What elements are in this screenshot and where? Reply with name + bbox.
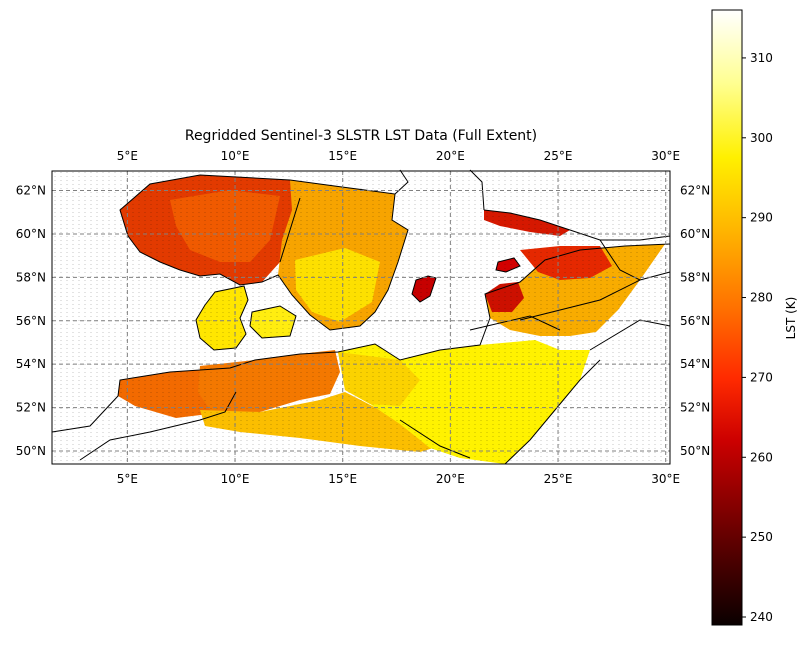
colorbar-tick-label: 250 (750, 530, 773, 544)
coastlines (51, 169, 671, 465)
colorbar-tick-label: 240 (750, 610, 773, 624)
lat-tick-label: 52°N (16, 401, 46, 415)
lat-tick-label: 52°N (680, 401, 710, 415)
lat-tick-label: 54°N (16, 357, 46, 371)
colorbar-tick-label: 280 (750, 291, 773, 305)
lon-tick-label: 10°E (221, 472, 250, 486)
lon-tick-label: 20°E (436, 472, 465, 486)
lat-tick-label: 50°N (16, 444, 46, 458)
lon-tick-label: 10°E (221, 149, 250, 163)
lat-tick-label: 56°N (16, 314, 46, 328)
lon-tick-label: 15°E (328, 149, 357, 163)
lat-tick-label: 54°N (680, 357, 710, 371)
lat-tick-label: 56°N (680, 314, 710, 328)
lon-tick-label: 5°E (117, 472, 138, 486)
lat-tick-label: 58°N (680, 270, 710, 284)
lat-tick-label: 60°N (680, 227, 710, 241)
gridlines (52, 171, 670, 464)
lon-tick-label: 30°E (651, 149, 680, 163)
colorbar-tick-label: 300 (750, 131, 773, 145)
lon-labels-bottom: 5°E 10°E 15°E 20°E 25°E 30°E (117, 472, 680, 486)
lat-tick-label: 60°N (16, 227, 46, 241)
colorbar-tick-label: 270 (750, 370, 773, 384)
lon-labels-top: 5°E 10°E 15°E 20°E 25°E 30°E (117, 149, 680, 163)
lat-tick-label: 50°N (680, 444, 710, 458)
colorbar-label: LST (K) (784, 297, 798, 340)
colorbar-tick-label: 290 (750, 211, 773, 225)
lat-tick-label: 62°N (680, 184, 710, 198)
lon-tick-label: 5°E (117, 149, 138, 163)
map-panel: 5°E 10°E 15°E 20°E 25°E 30°E 5°E 10°E 15°E 20°E 2… (16, 149, 711, 486)
lon-tick-label: 15°E (328, 472, 357, 486)
colorbar-ticks: 240 250 260 270 280 290 300 310 (742, 51, 773, 624)
map-title: Regridded Sentinel-3 SLSTR LST Data (Ful… (185, 128, 537, 144)
lon-tick-label: 25°E (544, 472, 573, 486)
lat-labels-right: 50°N 52°N 54°N 56°N 58°N 60°N 62°N (680, 184, 710, 458)
lat-labels-left: 50°N 52°N 54°N 56°N 58°N 60°N 62°N (16, 184, 46, 458)
lon-tick-label: 20°E (436, 149, 465, 163)
lon-tick-label: 30°E (651, 472, 680, 486)
lat-tick-label: 58°N (16, 270, 46, 284)
colorbar-gradient (711, 9, 743, 626)
lst-raster (52, 171, 670, 464)
raster-texture (52, 171, 670, 464)
colorbar-tick-label: 310 (750, 51, 773, 65)
map-frame (51, 170, 671, 465)
lon-tick-label: 25°E (544, 149, 573, 163)
lat-tick-label: 62°N (16, 184, 46, 198)
colorbar: 240 250 260 270 280 290 300 310 LST (K) (711, 9, 798, 626)
colorbar-tick-label: 260 (750, 450, 773, 464)
